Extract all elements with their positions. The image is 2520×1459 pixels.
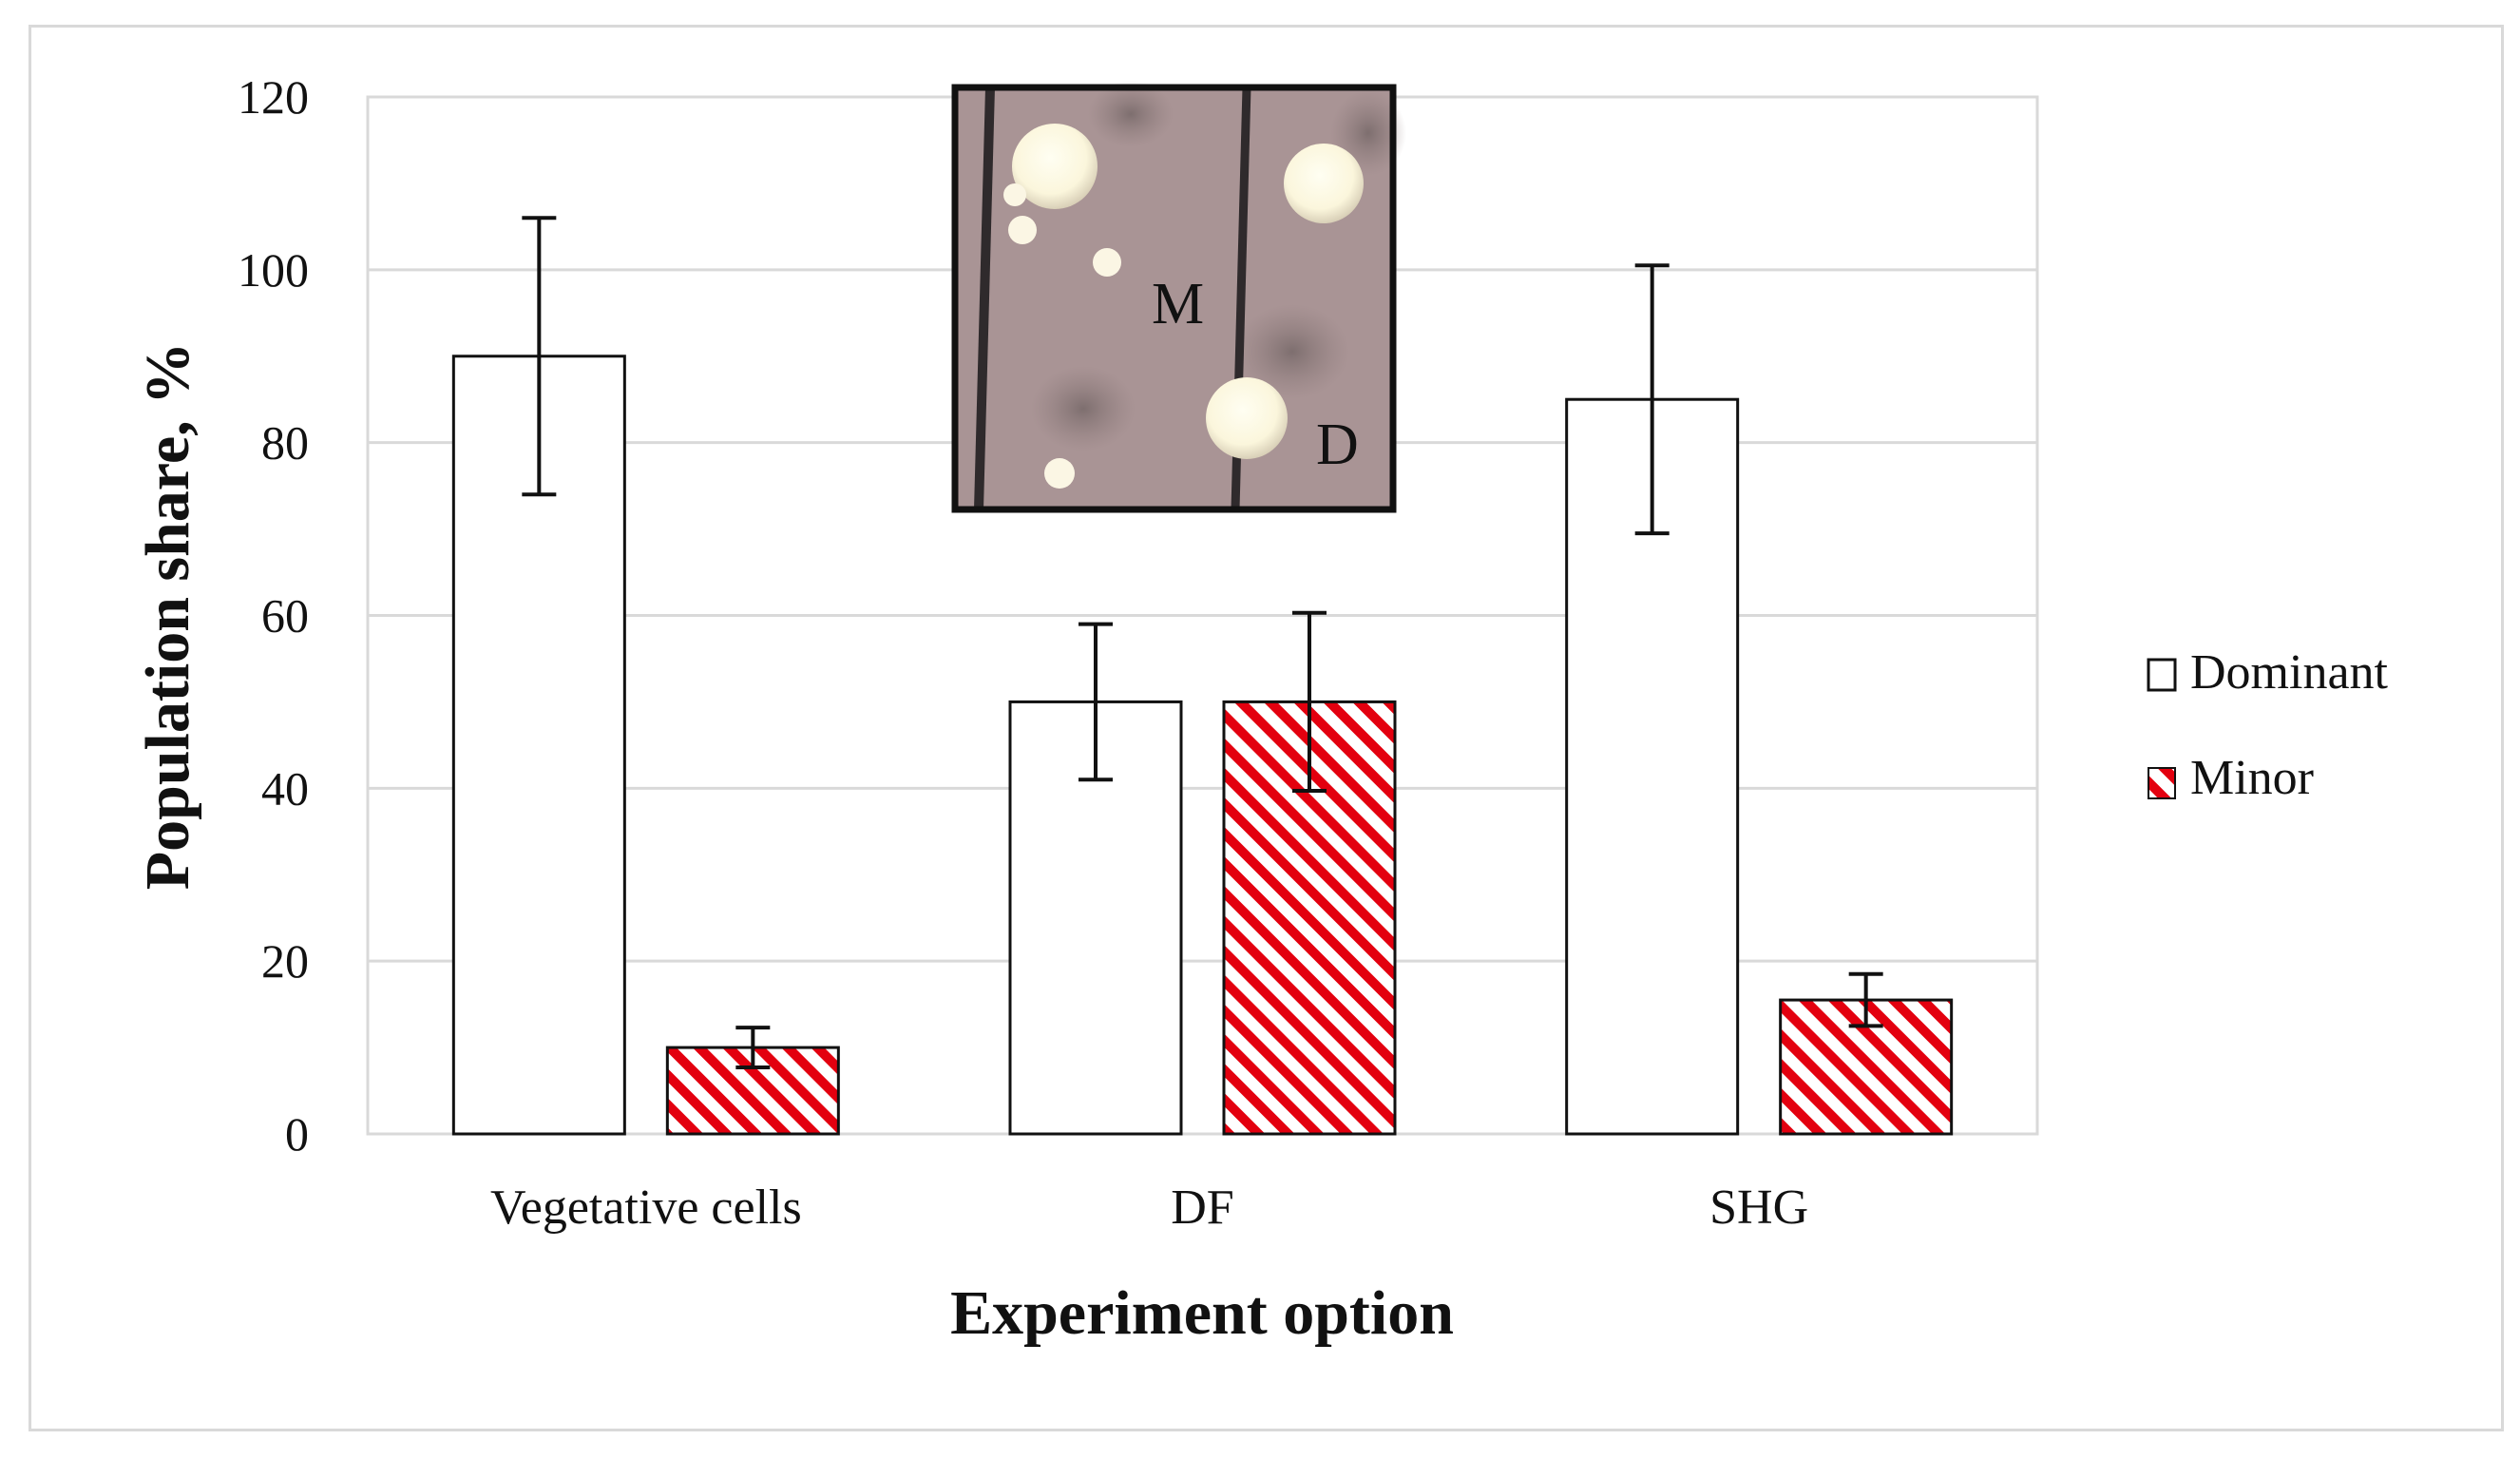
x-tick-label: SHG <box>1709 1181 1808 1235</box>
legend-label-minor: Minor <box>2190 751 2314 805</box>
x-axis-title: Experiment option <box>950 1278 1454 1348</box>
legend-swatch-dominant <box>2147 658 2177 692</box>
legend-label-dominant: Dominant <box>2190 645 2389 700</box>
inset-photo: M D <box>951 81 1406 513</box>
y-axis-title: Population share, % <box>133 342 202 890</box>
y-tick-label: 80 <box>261 416 309 470</box>
error-bar <box>1079 622 1113 782</box>
y-tick-label: 20 <box>261 934 309 988</box>
error-bar <box>1848 971 1883 1028</box>
inset-label-d: D <box>1316 413 1359 477</box>
legend-swatch-minor <box>2148 767 2176 799</box>
error-bar <box>1634 263 1670 536</box>
error-bar <box>735 1026 771 1069</box>
error-bar <box>522 216 557 497</box>
x-tick-label: Vegetative cells <box>490 1181 802 1235</box>
bars <box>451 355 1954 1136</box>
y-tick-label: 0 <box>285 1107 309 1161</box>
y-tick-label: 120 <box>238 70 309 124</box>
y-tick-label: 60 <box>261 589 309 643</box>
legend-item-minor: Minor <box>2148 751 2314 805</box>
y-tick-label: 100 <box>238 243 309 297</box>
inset-label-m: M <box>1152 272 1204 336</box>
y-tick-label: 40 <box>261 761 309 815</box>
x-category-labels: Vegetative cells DF SHG <box>490 1181 1808 1235</box>
x-tick-label: DF <box>1171 1181 1233 1235</box>
legend: Dominant Minor <box>2147 645 2389 805</box>
error-bar <box>1292 610 1327 794</box>
legend-item-dominant: Dominant <box>2147 645 2389 700</box>
error-bars <box>522 216 1883 1069</box>
y-tick-labels: 0 20 40 60 80 100 120 <box>238 70 309 1161</box>
